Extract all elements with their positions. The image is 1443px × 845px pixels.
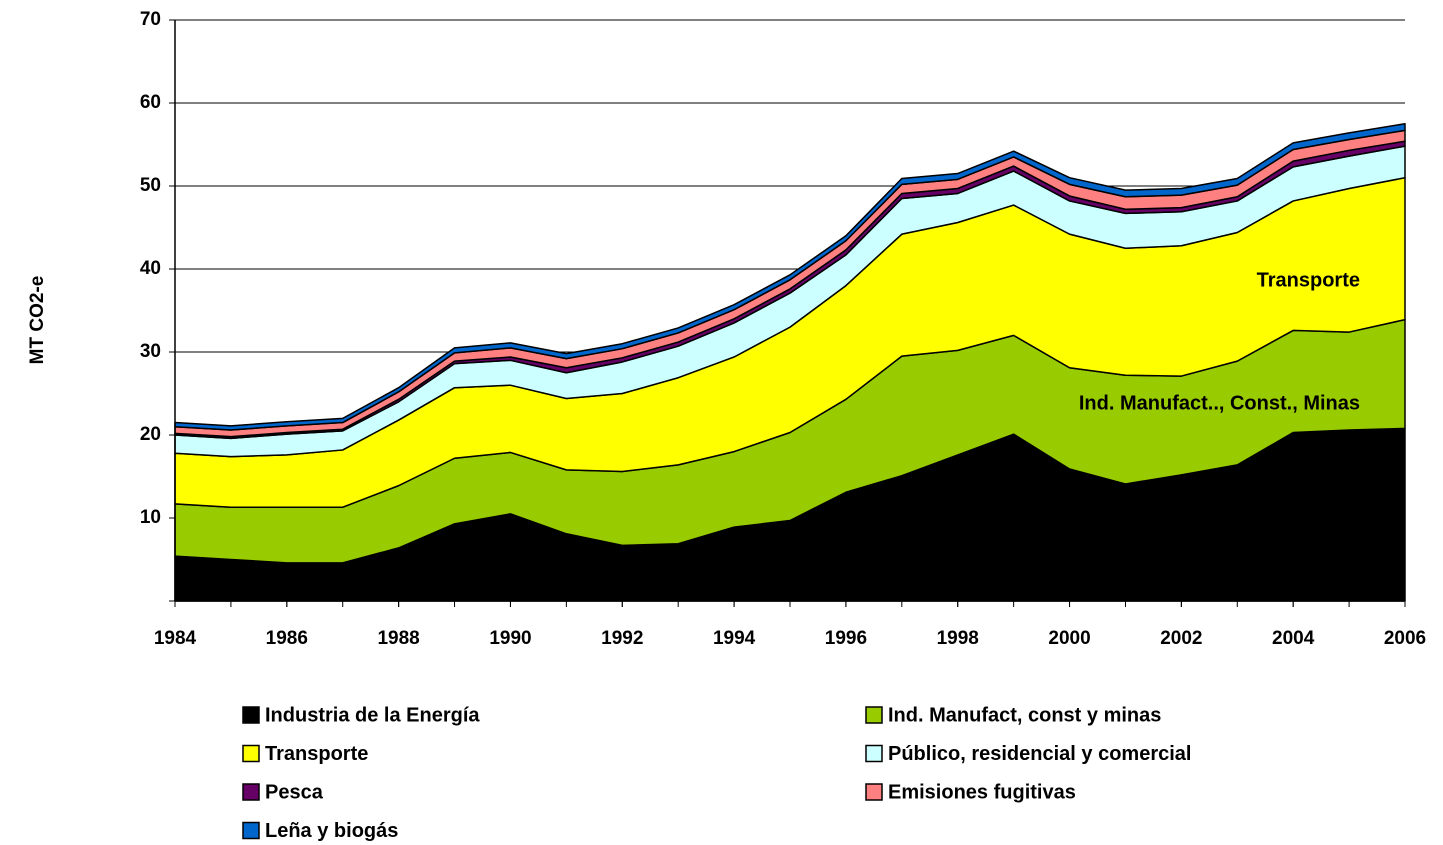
y-tick-label: 60 [140, 92, 161, 113]
annotation: Transporte [1257, 269, 1360, 291]
annotation: Industria de la Energía [1145, 518, 1360, 540]
legend-swatch [865, 744, 883, 763]
legend-swatch [242, 783, 260, 801]
legend-swatch [242, 821, 260, 840]
legend-label: Industria de la Energía [265, 704, 480, 726]
legend-label: Emisiones fugitivas [888, 781, 1076, 803]
y-tick-label: 70 [140, 9, 161, 30]
plot-area [174, 19, 1406, 602]
legend-swatch [242, 744, 260, 763]
x-tick-label: 2006 [1384, 628, 1426, 649]
legend-label: Ind. Manufact, const y minas [888, 704, 1161, 726]
x-tick-label: 1986 [266, 628, 308, 649]
x-tick-label: 1994 [713, 628, 756, 649]
x-tick-label: 1998 [937, 628, 979, 649]
y-tick-label: 20 [140, 424, 161, 445]
y-tick-label: 40 [140, 258, 161, 279]
x-tick-label: 1988 [377, 628, 419, 649]
y-axis-label: MT CO2-e [27, 276, 48, 365]
x-tick-label: 2002 [1160, 628, 1202, 649]
legend-label: Leña y biogás [265, 820, 398, 842]
legend-swatch [865, 706, 883, 724]
x-tick-label: 1992 [601, 628, 643, 649]
legend-swatch [242, 706, 260, 724]
x-tick-label: 1984 [154, 628, 197, 649]
x-tick-label: 1996 [825, 628, 867, 649]
x-tick-label: 2004 [1272, 628, 1315, 649]
legend-swatch [865, 783, 883, 801]
legend-label: Transporte [265, 743, 368, 765]
annotation: Ind. Manufact.., Const., Minas [1079, 392, 1360, 414]
y-tick-label: 10 [140, 507, 161, 528]
area [174, 123, 1406, 431]
annotations: Transporte Ind. Manufact.., Const., Mina… [1079, 269, 1361, 540]
y-tick-label: 30 [140, 341, 161, 362]
x-tick-label: 1990 [489, 628, 531, 649]
y-tick-label: 50 [140, 175, 161, 196]
x-tick-label: 2000 [1048, 628, 1090, 649]
legend-label: Pesca [265, 781, 324, 803]
legend-label: Público, residencial y comercial [888, 743, 1191, 765]
